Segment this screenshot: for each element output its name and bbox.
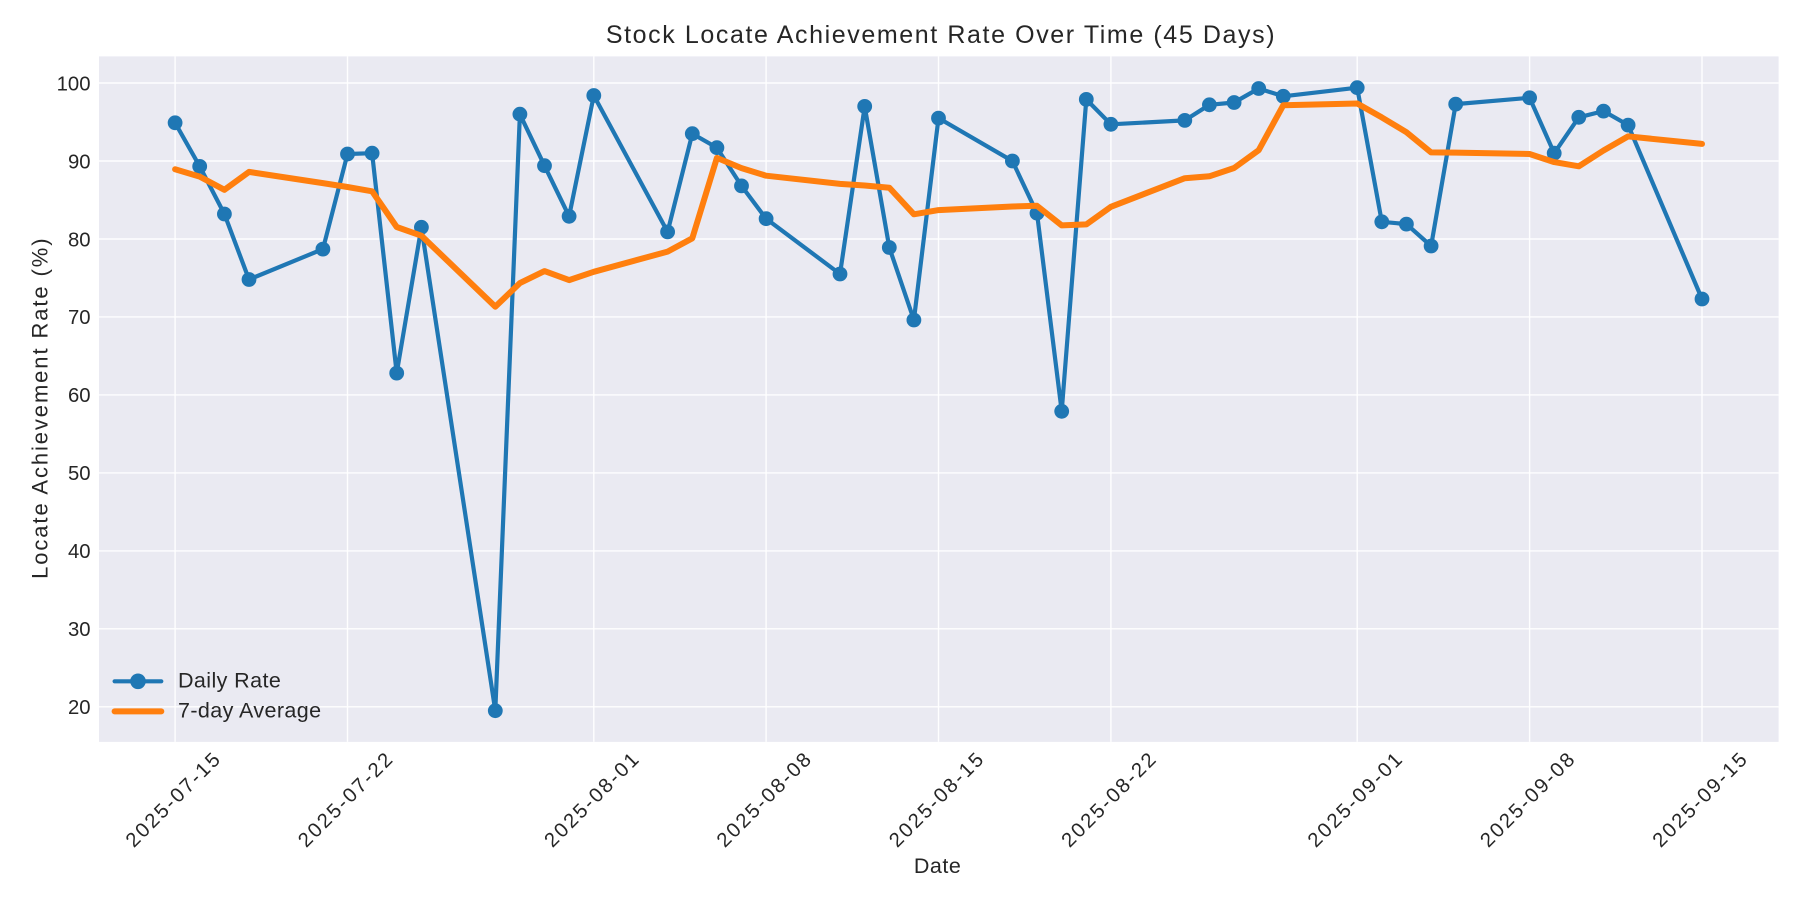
- svg-text:80: 80: [68, 229, 91, 251]
- svg-text:Daily Rate: Daily Rate: [178, 668, 281, 692]
- svg-text:60: 60: [68, 385, 91, 407]
- svg-text:Stock Locate Achievement Rate: Stock Locate Achievement Rate Over Time …: [606, 21, 1276, 49]
- svg-text:30: 30: [68, 619, 91, 641]
- svg-text:7-day Average: 7-day Average: [178, 699, 321, 723]
- svg-text:40: 40: [68, 541, 91, 563]
- svg-text:70: 70: [68, 307, 91, 329]
- svg-text:20: 20: [68, 697, 91, 719]
- svg-text:Date: Date: [914, 854, 961, 878]
- svg-text:90: 90: [68, 151, 91, 173]
- svg-text:100: 100: [57, 73, 91, 95]
- svg-text:50: 50: [68, 463, 91, 485]
- svg-text:Locate Achievement Rate (%): Locate Achievement Rate (%): [28, 237, 53, 579]
